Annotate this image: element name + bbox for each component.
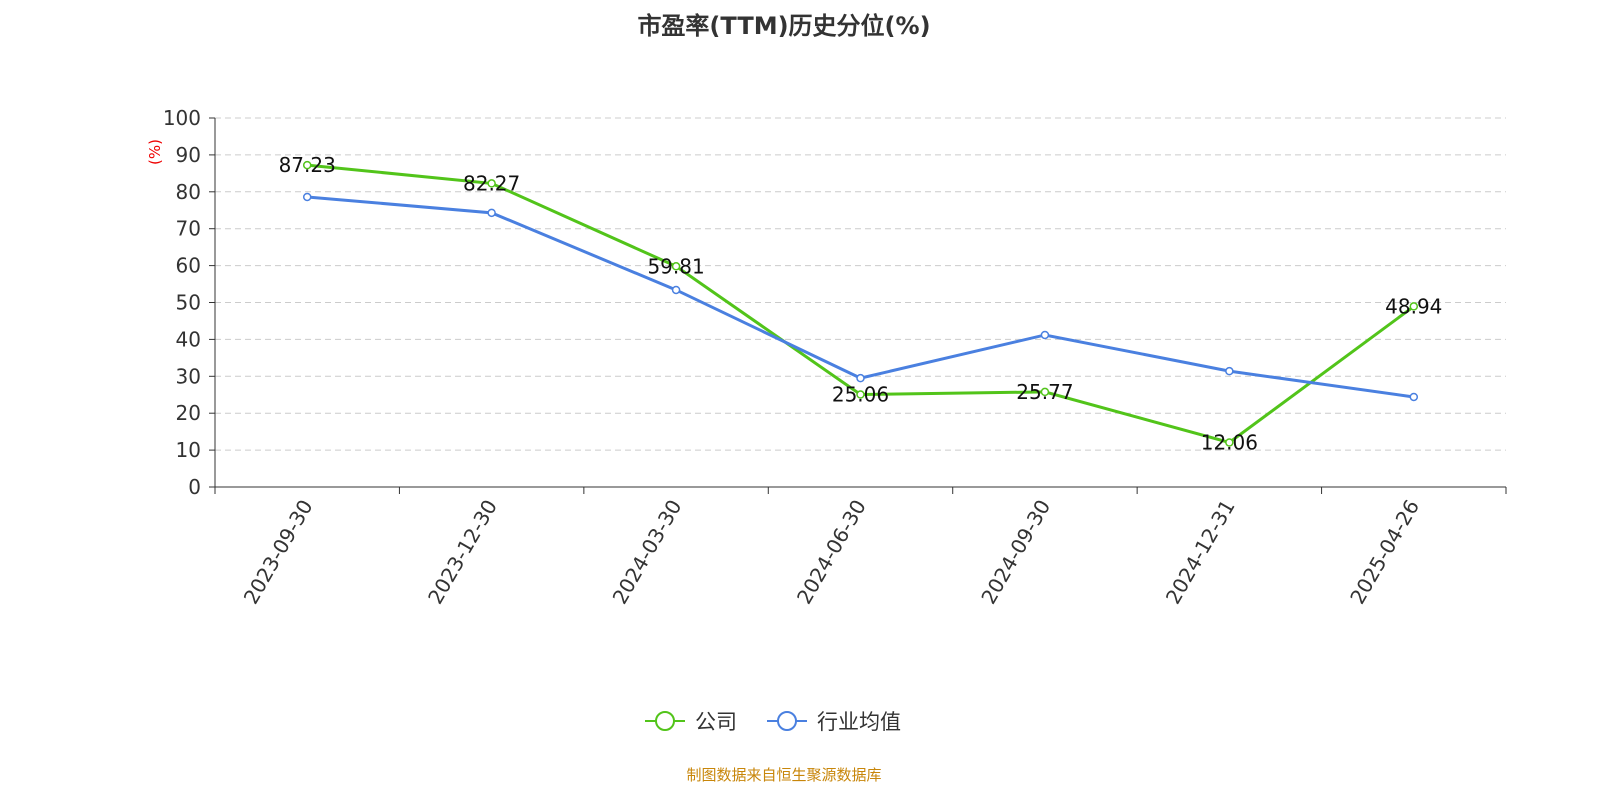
data-point: [1040, 330, 1050, 340]
y-tick-label: 60: [176, 254, 201, 278]
y-tick-label: 10: [176, 438, 201, 462]
y-axis-label: (%): [146, 139, 164, 165]
data-point: [671, 262, 681, 271]
data-point: [487, 208, 496, 218]
legend-label[interactable]: 行业均值: [817, 710, 901, 734]
x-tick-label: 2025-04-26: [1345, 496, 1424, 609]
data-label: 25.06: [832, 383, 889, 407]
data-point: [302, 192, 312, 202]
legend-marker: [777, 711, 797, 731]
y-tick-label: 50: [176, 291, 201, 315]
x-tick-label: 2024-03-30: [607, 496, 686, 609]
data-point: [1040, 387, 1050, 397]
data-point: [856, 390, 865, 399]
y-tick-label: 90: [176, 143, 201, 167]
data-source-note: 制图数据来自恒生聚源数据库: [686, 766, 882, 784]
y-tick-label: 100: [163, 106, 201, 130]
y-tick-label: 30: [176, 364, 201, 388]
x-tick-label: 2024-06-30: [792, 496, 871, 609]
legend-label[interactable]: 公司: [695, 710, 737, 734]
x-tick-label: 2024-12-31: [1161, 496, 1240, 609]
data-point: [302, 160, 312, 170]
y-tick-label: 20: [176, 401, 201, 425]
data-label: 87.23: [279, 153, 336, 177]
data-label: 25.77: [1016, 380, 1073, 404]
data-label: 82.27: [463, 171, 520, 195]
x-tick-label: 2023-09-30: [239, 496, 318, 609]
data-point: [487, 179, 496, 188]
data-point: [1409, 302, 1419, 311]
x-tick-label: 2023-12-30: [423, 495, 502, 608]
x-tick-label: 2024-09-30: [976, 496, 1055, 609]
y-tick-label: 0: [188, 475, 201, 499]
data-point: [1409, 392, 1419, 402]
data-point: [1225, 366, 1234, 376]
series-line-1: [307, 195, 1414, 399]
data-point: [671, 285, 681, 295]
chart-title: 市盈率(TTM)历史分位(%): [637, 12, 931, 40]
data-label: 59.81: [647, 254, 704, 278]
data-label: 12.06: [1201, 430, 1258, 454]
y-tick-label: 40: [176, 327, 201, 351]
y-tick-label: 80: [176, 180, 201, 204]
y-tick-label: 70: [176, 217, 201, 241]
data-label: 48.94: [1385, 294, 1442, 318]
data-point: [856, 373, 865, 383]
legend-marker: [655, 711, 675, 731]
data-point: [1225, 438, 1234, 447]
